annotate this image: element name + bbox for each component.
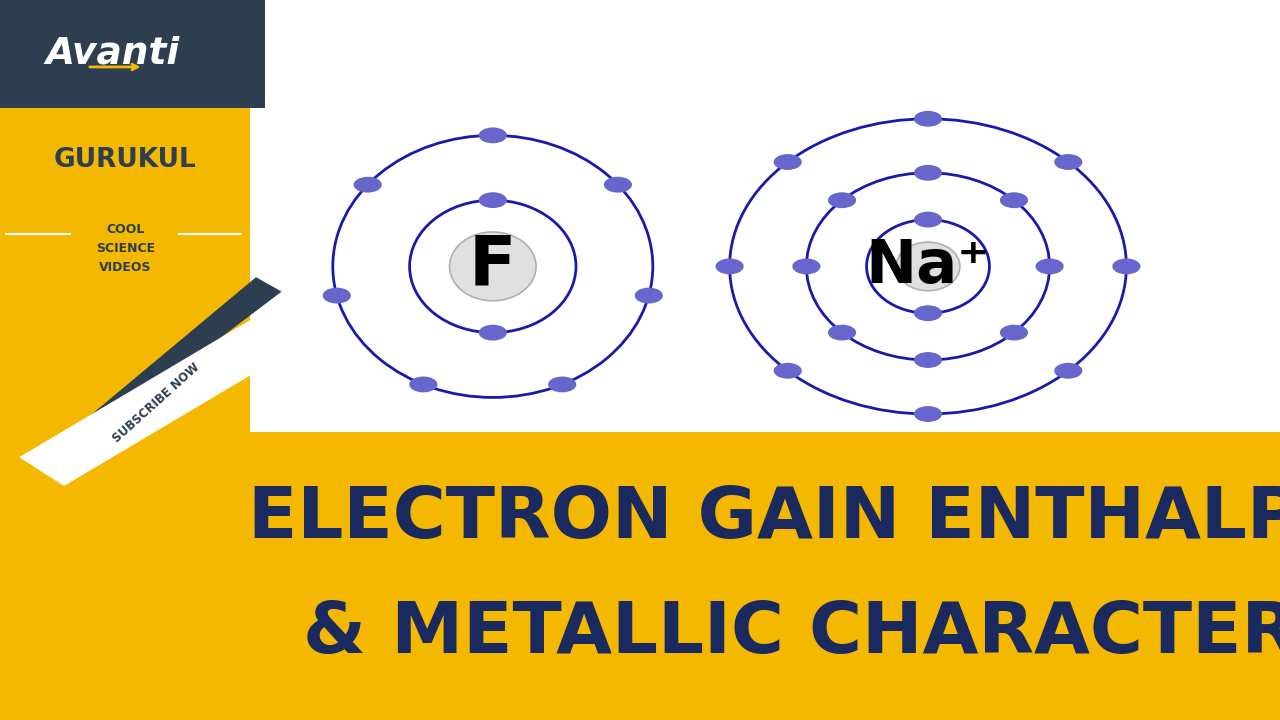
Circle shape (479, 325, 507, 341)
Circle shape (914, 406, 942, 422)
Circle shape (1000, 192, 1028, 208)
Circle shape (604, 177, 632, 193)
Circle shape (914, 352, 942, 368)
Text: Na⁺: Na⁺ (865, 237, 991, 296)
Text: COOL
SCIENCE
VIDEOS: COOL SCIENCE VIDEOS (96, 223, 155, 274)
Ellipse shape (449, 232, 536, 301)
Text: GURUKUL: GURUKUL (54, 147, 197, 173)
Polygon shape (0, 0, 265, 108)
Circle shape (773, 363, 801, 379)
Circle shape (914, 165, 942, 181)
Polygon shape (0, 432, 1280, 720)
Text: F: F (468, 233, 517, 300)
Circle shape (1000, 325, 1028, 341)
Polygon shape (70, 277, 282, 432)
Text: ELECTRON GAIN ENTHALPY: ELECTRON GAIN ENTHALPY (248, 484, 1280, 553)
Circle shape (914, 111, 942, 127)
Circle shape (479, 127, 507, 143)
Circle shape (410, 377, 438, 392)
Circle shape (773, 154, 801, 170)
Polygon shape (19, 320, 294, 486)
Circle shape (716, 258, 744, 274)
Circle shape (1036, 258, 1064, 274)
Circle shape (828, 325, 856, 341)
Circle shape (479, 192, 507, 208)
Circle shape (548, 377, 576, 392)
Circle shape (914, 212, 942, 228)
Text: & METALLIC CHARACTER: & METALLIC CHARACTER (303, 599, 1280, 668)
Text: Avanti: Avanti (46, 36, 179, 72)
Circle shape (635, 287, 663, 303)
Circle shape (1112, 258, 1140, 274)
Ellipse shape (896, 242, 960, 291)
Circle shape (353, 177, 381, 193)
Circle shape (828, 192, 856, 208)
Circle shape (1055, 154, 1083, 170)
Circle shape (1055, 363, 1083, 379)
Polygon shape (0, 0, 250, 720)
Circle shape (914, 305, 942, 321)
Circle shape (792, 258, 820, 274)
Circle shape (323, 287, 351, 303)
Text: SUBSCRIBE NOW: SUBSCRIBE NOW (110, 361, 202, 446)
